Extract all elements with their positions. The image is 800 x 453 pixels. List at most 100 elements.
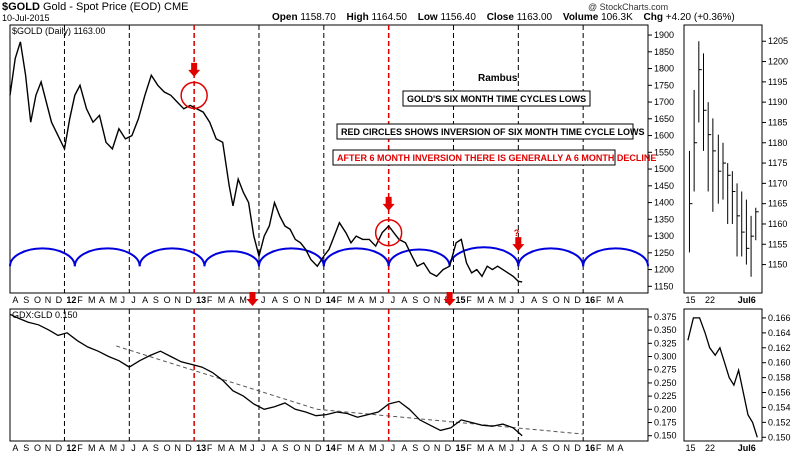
cycle-arc — [322, 247, 390, 267]
ratio-x-month-label: D — [574, 443, 581, 453]
ratio-x-month-label: J — [380, 443, 385, 453]
zoom-x-label: Jul6 — [738, 295, 756, 305]
y-tick-label: 1650 — [654, 114, 674, 124]
quote-date: 10-Jul-2015 — [2, 13, 50, 23]
ratio-x-month-label: J — [250, 443, 255, 453]
x-month-label: D — [574, 295, 581, 305]
ratio-x-month-label: D — [315, 443, 322, 453]
ratio-x-month-label: A — [401, 443, 407, 453]
ratio-x-month-label: M — [218, 443, 226, 453]
x-month-label: S — [542, 295, 548, 305]
zoom-x-label: 15 — [685, 295, 695, 305]
ratio-x-month-label: S — [412, 443, 418, 453]
zoom-ratio-line — [687, 317, 758, 438]
x-month-label: A — [531, 295, 537, 305]
zoom-y-tick-label: 1190 — [768, 97, 787, 107]
ratio-x-month-label: M — [369, 443, 377, 453]
x-month-label: A — [401, 295, 407, 305]
axis-red-arrow — [246, 292, 259, 306]
x-month-label: J — [520, 295, 525, 305]
cycle-arc — [582, 247, 649, 267]
decline-box-text: AFTER 6 MONTH INVERSION THERE IS GENERAL… — [337, 153, 656, 163]
ratio-x-month-label: N — [304, 443, 311, 453]
zoom-y-tick-label: 1165 — [768, 199, 787, 209]
x-month-label: J — [380, 295, 385, 305]
x-month-label: F — [466, 295, 472, 305]
decline-box-frame — [332, 149, 616, 166]
zoom-ratio-y-tick-label: 0.162 — [768, 343, 791, 353]
ratio-line — [9, 313, 523, 437]
x-month-label: M — [347, 295, 355, 305]
zoom-x-label: 22 — [705, 295, 715, 305]
zoom-ratio-y-tick-label: 0.154 — [768, 402, 791, 412]
ratio-x-month-label: A — [12, 443, 18, 453]
ratio-x-month-label: 14 — [326, 443, 336, 453]
ratio-x-month-label: O — [423, 443, 430, 453]
zoom-ratio-x-label: 15 — [685, 443, 695, 453]
ratio-x-month-label: D — [56, 443, 63, 453]
zoom-ratio-y-tick-label: 0.164 — [768, 328, 791, 338]
y-tick-label: 1450 — [654, 181, 674, 191]
ratio-y-tick-label: 0.225 — [654, 391, 677, 401]
ratio-x-month-label: S — [153, 443, 159, 453]
zoom-y-tick-label: 1150 — [768, 260, 787, 270]
zoom-y-tick-label: 1155 — [768, 239, 787, 249]
ratio-x-month-label: J — [520, 443, 525, 453]
x-month-label: A — [272, 295, 278, 305]
x-month-label: A — [142, 295, 148, 305]
ratio-x-month-label: A — [99, 443, 105, 453]
main-legend: $GOLD (Daily) 1163.00 — [12, 26, 105, 36]
x-month-label: M — [499, 295, 507, 305]
ratio-x-month-label: N — [564, 443, 571, 453]
ratio-x-month-label: N — [45, 443, 52, 453]
x-month-label: O — [553, 295, 560, 305]
open-label: Open — [272, 12, 298, 23]
x-month-label: D — [56, 295, 63, 305]
x-month-label: O — [423, 295, 430, 305]
ratio-plot-frame — [9, 308, 649, 442]
red-arrow — [382, 196, 395, 211]
author-label: Rambus — [478, 73, 518, 84]
x-month-label: M — [477, 295, 485, 305]
low-label: Low — [417, 12, 438, 23]
cycle-arc — [517, 247, 585, 267]
zoom-ratio-frame — [683, 308, 763, 442]
open-value: 1158.70 — [300, 12, 336, 23]
close-label: Close — [486, 12, 514, 23]
ratio-y-tick-label: 0.325 — [654, 338, 677, 348]
y-tick-label: 1350 — [654, 214, 674, 224]
x-month-label: S — [412, 295, 418, 305]
ratio-x-month-label: D — [185, 443, 192, 453]
zoom-ratio-y-tick-label: 0.150 — [768, 432, 791, 442]
ratio-x-month-label: 12 — [66, 443, 76, 453]
ratio-x-month-label: S — [23, 443, 29, 453]
ratio-y-tick-label: 0.150 — [654, 431, 677, 441]
ratio-y-tick-label: 0.350 — [654, 325, 677, 335]
ratio-x-month-label: A — [272, 443, 278, 453]
x-month-label: A — [618, 295, 624, 305]
x-month-label: F — [596, 295, 602, 305]
cycle-lows-box-text: GOLD'S SIX MONTH TIME CYCLES LOWS — [407, 94, 586, 104]
ratio-x-month-label: S — [283, 443, 289, 453]
ratio-x-month-label: 16 — [585, 443, 595, 453]
ratio-x-month-label: M — [88, 443, 96, 453]
ratio-x-month-label: M — [477, 443, 485, 453]
x-month-label: A — [12, 295, 18, 305]
zoom-y-tick-label: 1180 — [768, 138, 787, 148]
x-month-label: N — [564, 295, 571, 305]
x-month-label: A — [99, 295, 105, 305]
ratio-x-month-label: D — [445, 443, 452, 453]
x-month-label: J — [509, 295, 513, 305]
zoom-ratio-y-tick-label: 0.158 — [768, 373, 791, 383]
x-month-label: A — [488, 295, 494, 305]
ratio-x-month-label: A — [358, 443, 364, 453]
ratio-x-month-label: O — [34, 443, 41, 453]
main-price-panel: $GOLD (Daily) 1163.00 1150 1200 1250 1300 135… — [9, 24, 674, 306]
inversion-circle — [180, 81, 208, 110]
zoom-ratio-y-tick-label: 0.152 — [768, 417, 791, 427]
y-tick-label: 1500 — [654, 164, 674, 174]
ratio-x-month-label: F — [207, 443, 213, 453]
zoom-ratio-y-tick-label: 0.166 — [768, 313, 791, 323]
volume-value: 106.3K — [601, 12, 633, 23]
x-month-label: M — [239, 295, 247, 305]
